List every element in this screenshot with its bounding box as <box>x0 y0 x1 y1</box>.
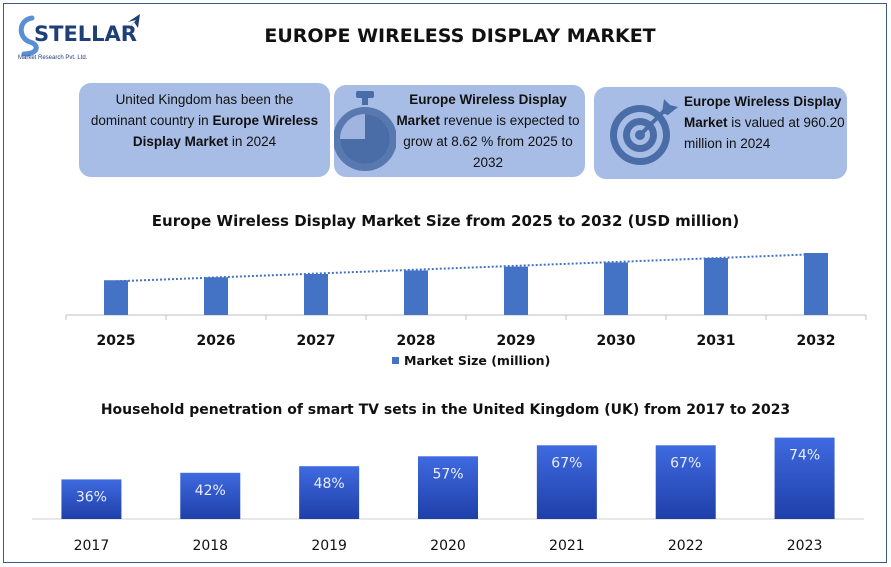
bar-2027 <box>304 273 328 315</box>
card-text-segment: United Kingdom has been the dominant cou… <box>90 92 294 128</box>
brand-subtitle: Market Research Pvt. Ltd. <box>18 55 88 61</box>
bar-2019 <box>299 466 360 519</box>
trendline <box>115 253 817 283</box>
legend-swatch <box>392 357 399 364</box>
x-tick-label: 2032 <box>797 333 836 349</box>
data-label: 48% <box>314 476 345 492</box>
bar-2021 <box>536 445 597 519</box>
bar-2030 <box>604 262 628 315</box>
card-text-segment: Europe Wireless Display Market <box>684 94 842 130</box>
card-text-segment: revenue is expected to grow at 8.62 % fr… <box>403 113 580 170</box>
data-label: 36% <box>76 489 107 505</box>
bar-2029 <box>504 266 528 315</box>
chart-2-title: Household penetration of smart TV sets i… <box>100 402 791 418</box>
bar-2017 <box>61 479 122 519</box>
stopwatch-icon <box>333 89 397 181</box>
card-text-segment: in 2024 <box>228 134 277 149</box>
x-tick-label: 2031 <box>697 333 736 349</box>
insight-card-value: Europe Wireless Display Market is valued… <box>594 87 847 179</box>
x-tick-label: 2026 <box>197 333 236 349</box>
card-text-segment: is valued at 960.20 million in 2024 <box>684 115 845 151</box>
data-label: 67% <box>551 455 582 471</box>
brand-logo: STELLAR Market Research Pvt. Ltd. <box>14 8 144 66</box>
x-tick-label: 2028 <box>397 333 436 349</box>
bar-2025 <box>104 280 128 315</box>
bar-2032 <box>804 253 828 315</box>
card-text: Europe Wireless Display Market is valued… <box>684 91 849 154</box>
x-tick-label: 2027 <box>297 333 336 349</box>
x-tick-label: 2018 <box>192 538 228 554</box>
chart-1-title: Europe Wireless Display Market Size from… <box>151 212 740 230</box>
card-text-segment: Europe Wireless Display Market <box>132 113 319 149</box>
market-size-chart: 2025 2026 2027 2028 2029 2030 2031 2032 Market S… <box>65 253 867 368</box>
insight-card-growth: Europe Wireless Display Market revenue i… <box>333 85 585 177</box>
insight-card-country: United Kingdom has been the dominant cou… <box>79 83 330 177</box>
data-label: 42% <box>195 483 226 499</box>
bar-2020 <box>418 456 478 519</box>
data-label: 74% <box>789 448 820 464</box>
data-label: 57% <box>432 466 463 482</box>
page-title: EUROPE WIRELESS DISPLAY MARKET <box>264 25 656 47</box>
bar-2018 <box>180 472 241 519</box>
bar-2026 <box>204 277 228 315</box>
card-text-segment: Europe Wireless Display Market <box>396 92 567 128</box>
x-tick-label: 2021 <box>549 538 585 554</box>
x-tick-label: 2019 <box>311 538 347 554</box>
smart-tv-penetration-chart: 36% 2017 42% 2018 48% 2019 57% 2020 67% 2021 67% 20… <box>32 437 864 554</box>
x-tick-label: 2030 <box>597 333 636 349</box>
legend-label: Market Size (million) <box>404 353 550 368</box>
target-icon <box>604 93 684 179</box>
x-tick-label: 2025 <box>97 333 136 349</box>
x-tick-label: 2029 <box>497 333 536 349</box>
x-tick-label: 2023 <box>787 538 823 554</box>
bar-2028 <box>404 270 428 315</box>
card-text: United Kingdom has been the dominant cou… <box>89 89 320 152</box>
data-label: 67% <box>670 455 701 471</box>
brand-name: STELLAR <box>34 22 137 46</box>
x-tick-label: 2022 <box>668 538 704 554</box>
card-text: Europe Wireless Display Market revenue i… <box>396 89 580 173</box>
bar-2023 <box>774 437 835 519</box>
x-tick-label: 2017 <box>74 538 110 554</box>
x-tick-label: 2020 <box>430 538 466 554</box>
bar-2022 <box>655 445 716 519</box>
bar-2031 <box>704 257 728 315</box>
